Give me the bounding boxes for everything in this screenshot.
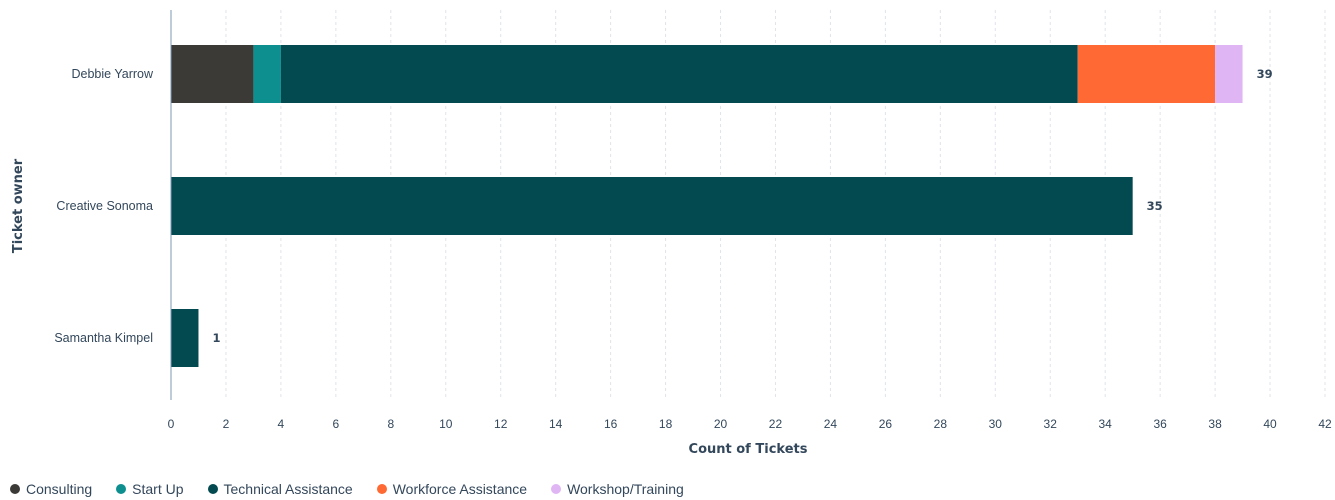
x-tick-label: 18 xyxy=(659,417,673,431)
y-axis-labels: Debbie Yarrow Creative Sonoma Samantha Kim… xyxy=(54,67,154,345)
legend: Consulting Start Up Technical Assistance Wo… xyxy=(10,481,708,497)
x-tick-label: 12 xyxy=(494,417,508,431)
legend-label: Technical Assistance xyxy=(223,481,353,497)
legend-label: Consulting xyxy=(26,481,93,497)
x-tick-label: 2 xyxy=(223,417,230,431)
x-tick-label: 24 xyxy=(824,417,838,431)
legend-item[interactable]: Consulting xyxy=(10,481,92,497)
legend-color-dot xyxy=(551,484,562,494)
bar-segment-technical-assistance[interactable] xyxy=(280,45,1078,103)
legend-label: Start Up xyxy=(132,481,184,497)
x-axis-tick-labels: 0 2 4 6 8 10 12 14 16 18 20 22 24 26 28 30 32 34 36 38 40 42 xyxy=(168,417,1332,431)
total-labels: 39 35 1 xyxy=(212,67,1272,345)
category-label: Samantha Kimpel xyxy=(54,331,153,345)
legend-color-dot xyxy=(207,484,218,494)
legend-label: Workforce Assistance xyxy=(392,481,528,497)
x-tick-label: 42 xyxy=(1318,417,1332,431)
x-tick-label: 30 xyxy=(989,417,1003,431)
legend-item[interactable]: Workforce Assistance xyxy=(376,481,528,497)
legend-item[interactable]: Technical Assistance xyxy=(207,481,353,497)
x-tick-label: 8 xyxy=(387,417,394,431)
bar-segment-consulting[interactable] xyxy=(171,45,254,103)
legend-color-dot xyxy=(376,484,387,494)
stacked-bar-chart: Debbie Yarrow Creative Sonoma Samantha Kim… xyxy=(11,10,1332,457)
legend-item[interactable]: Workshop/Training xyxy=(551,481,684,497)
total-label: 35 xyxy=(1147,199,1163,213)
bar-segment-technical-assistance[interactable] xyxy=(171,177,1133,235)
x-tick-label: 26 xyxy=(879,417,893,431)
total-label: 39 xyxy=(1257,67,1273,81)
x-tick-label: 36 xyxy=(1153,417,1167,431)
bar-segment-workforce-assistance[interactable] xyxy=(1077,45,1216,103)
x-tick-label: 6 xyxy=(333,417,340,431)
x-tick-label: 16 xyxy=(604,417,618,431)
bar-segment-workshop-training[interactable] xyxy=(1215,45,1243,103)
x-tick-label: 20 xyxy=(714,417,728,431)
bars xyxy=(171,45,1243,367)
x-axis-title: Count of Tickets xyxy=(689,442,808,457)
x-tick-label: 40 xyxy=(1263,417,1277,431)
x-tick-label: 38 xyxy=(1208,417,1222,431)
legend-color-dot xyxy=(10,484,20,494)
bar-segment-technical-assistance[interactable] xyxy=(171,309,199,367)
bar-segment-start-up[interactable] xyxy=(253,45,281,103)
legend-item[interactable]: Start Up xyxy=(116,481,184,497)
total-label: 1 xyxy=(212,331,220,345)
legend-color-dot xyxy=(116,484,127,494)
x-tick-label: 22 xyxy=(769,417,783,431)
legend-label: Workshop/Training xyxy=(567,481,684,497)
x-tick-label: 4 xyxy=(278,417,285,431)
category-label: Creative Sonoma xyxy=(56,199,153,213)
y-axis-title: Ticket owner xyxy=(11,158,26,253)
x-tick-label: 34 xyxy=(1099,417,1113,431)
x-tick-label: 14 xyxy=(549,417,563,431)
x-tick-label: 0 xyxy=(168,417,175,431)
x-tick-label: 10 xyxy=(439,417,453,431)
x-tick-label: 28 xyxy=(934,417,948,431)
category-label: Debbie Yarrow xyxy=(71,67,153,81)
x-tick-label: 32 xyxy=(1044,417,1058,431)
